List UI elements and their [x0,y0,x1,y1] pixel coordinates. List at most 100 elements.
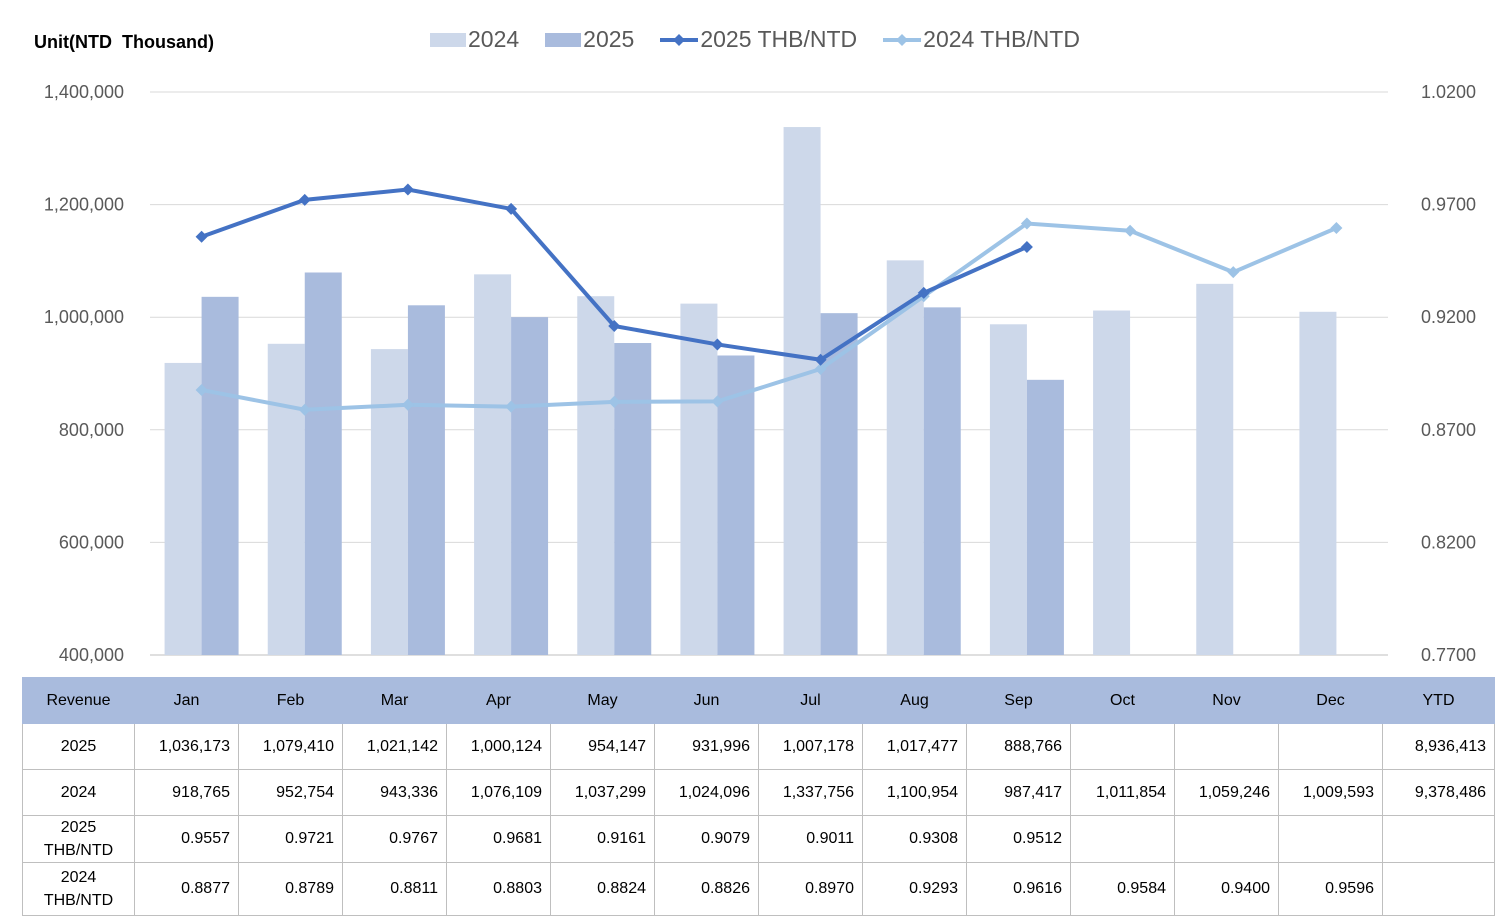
bar-2025-Jul [820,313,858,655]
marker-2025-THB-NTD-May [608,319,621,332]
marker-2025-THB-NTD-Mar [401,183,414,196]
left-tick-label: 600,000 [59,532,124,552]
table-cell: 987,417 [966,769,1071,816]
row-label: 2024 [22,769,135,816]
left-tick-label: 800,000 [59,420,124,440]
bar-2025-May [614,343,652,655]
table-cell [1278,815,1383,863]
legend-swatch-icon [430,32,466,47]
table-cell: 888,766 [966,723,1071,770]
table-row: 2024 918,765 952,754 943,336 1,076,109 1,037,… [22,769,1495,816]
row-label-text: THB/NTD [43,892,114,909]
table-header-cell: Apr [446,677,551,724]
bar-2024-Nov [1196,283,1234,655]
legend-item: 2025 [545,26,634,53]
bar-2024-Sep [989,324,1027,655]
table-cell: 0.9584 [1070,862,1175,916]
table-header-cell: Jul [758,677,863,724]
table-cell: 954,147 [550,723,655,770]
table-cell: 1,021,142 [342,723,447,770]
table-row: 2025 1,036,173 1,079,410 1,021,142 1,000,124… [22,723,1495,770]
bar-2025-Sep [1026,379,1064,655]
chart: 400,000 0.7700 600,000 0.8200 800,000 0.8700 1… [44,82,1476,665]
bar-2025-Jun [717,355,755,655]
table-cell: 0.9721 [238,815,343,863]
row-label-text: 2025 [60,738,97,755]
table-header-cell: Jan [134,677,239,724]
right-tick-label: 0.9700 [1421,195,1476,215]
left-tick-label: 1,200,000 [44,195,124,215]
table-cell: 1,000,124 [446,723,551,770]
marker-2025-THB-NTD-Jul [814,353,827,366]
bar-2024-Feb [267,343,305,655]
left-tick-label: 1,000,000 [44,307,124,327]
table-cell: 0.8789 [238,862,343,916]
table-cell: 1,024,096 [654,769,759,816]
legend-item: 2024 [430,26,519,53]
table-cell [1174,723,1279,770]
table-cell: 0.9616 [966,862,1071,916]
table-cell: 9,378,486 [1382,769,1495,816]
table-cell [1070,815,1175,863]
table-cell [1070,723,1175,770]
table-cell: 1,037,299 [550,769,655,816]
table-header-cell: Oct [1070,677,1175,724]
table-cell [1382,862,1495,916]
table-cell: 0.9512 [966,815,1071,863]
row-label: 2025 [22,723,135,770]
table-cell: 0.9596 [1278,862,1383,916]
right-tick-label: 0.8700 [1421,420,1476,440]
table-header-cell: Revenue [22,677,135,724]
row-label: 2024 THB/NTD [22,862,135,916]
marker-2024-THB-NTD-Apr [505,400,518,413]
table-header-cell: Sep [966,677,1071,724]
bar-2024-Dec [1299,311,1337,655]
bar-2024-Jun [680,303,718,655]
legend-line-icon [883,26,922,53]
bar-2024-Jul [783,127,821,655]
bar-2025-Aug [923,307,961,655]
table-cell: 0.8803 [446,862,551,916]
legend-label: 2025 THB/NTD [700,26,858,52]
bar-2024-May [577,296,615,655]
bar-2025-Apr [511,317,549,655]
table-cell [1382,815,1495,863]
legend-item: 2025 THB/NTD [660,26,857,53]
table-cell: 1,059,246 [1174,769,1279,816]
legend: 2024 2025 2025 THB/NTD 2024 THB/NTD [430,26,1080,53]
table-cell: 0.9767 [342,815,447,863]
marker-2024-THB-NTD-Oct [1124,224,1137,237]
row-label-text: 2025 [60,819,97,836]
unit-label: Unit(NTD Thousand) [34,32,214,52]
marker-2025-THB-NTD-Jun [711,338,724,351]
table-cell: 918,765 [134,769,239,816]
legend-label: 2025 [583,26,635,52]
legend-label: 2024 THB/NTD [923,26,1080,52]
legend-item: 2024 THB/NTD [883,26,1080,53]
right-tick-label: 0.9200 [1421,307,1476,327]
table-row: 2025 THB/NTD 0.9557 0.9721 0.9767 0.9681 0.916… [22,815,1495,863]
table-header-cell: May [550,677,655,724]
marker-2024-THB-NTD-May [608,395,621,408]
table-cell: 8,936,413 [1382,723,1495,770]
bar-2024-Oct [1093,310,1131,655]
bar-2024-Mar [370,349,408,655]
table-cell: 0.9681 [446,815,551,863]
bar-2024-Aug [886,260,924,655]
bar-2024-Apr [474,274,512,655]
table-cell: 0.8970 [758,862,863,916]
table-cell: 0.9161 [550,815,655,863]
marker-2024-THB-NTD-Jul [814,362,827,375]
table-header-cell: Mar [342,677,447,724]
marker-2025-THB-NTD-Aug [917,286,930,299]
table-cell: 0.9400 [1174,862,1279,916]
table-header-cell: Dec [1278,677,1383,724]
table-cell: 1,079,410 [238,723,343,770]
row-label-text: THB/NTD [43,842,114,859]
marker-2025-THB-NTD-Jan [195,230,208,243]
data-table: Revenue Jan Feb Mar Apr May Jun Jul Aug Sep Oct Nov… [22,677,1495,916]
table-cell: 1,009,593 [1278,769,1383,816]
table-cell: 0.9557 [134,815,239,863]
marker-2024-THB-NTD-Mar [401,398,414,411]
table-header-cell: Aug [862,677,967,724]
